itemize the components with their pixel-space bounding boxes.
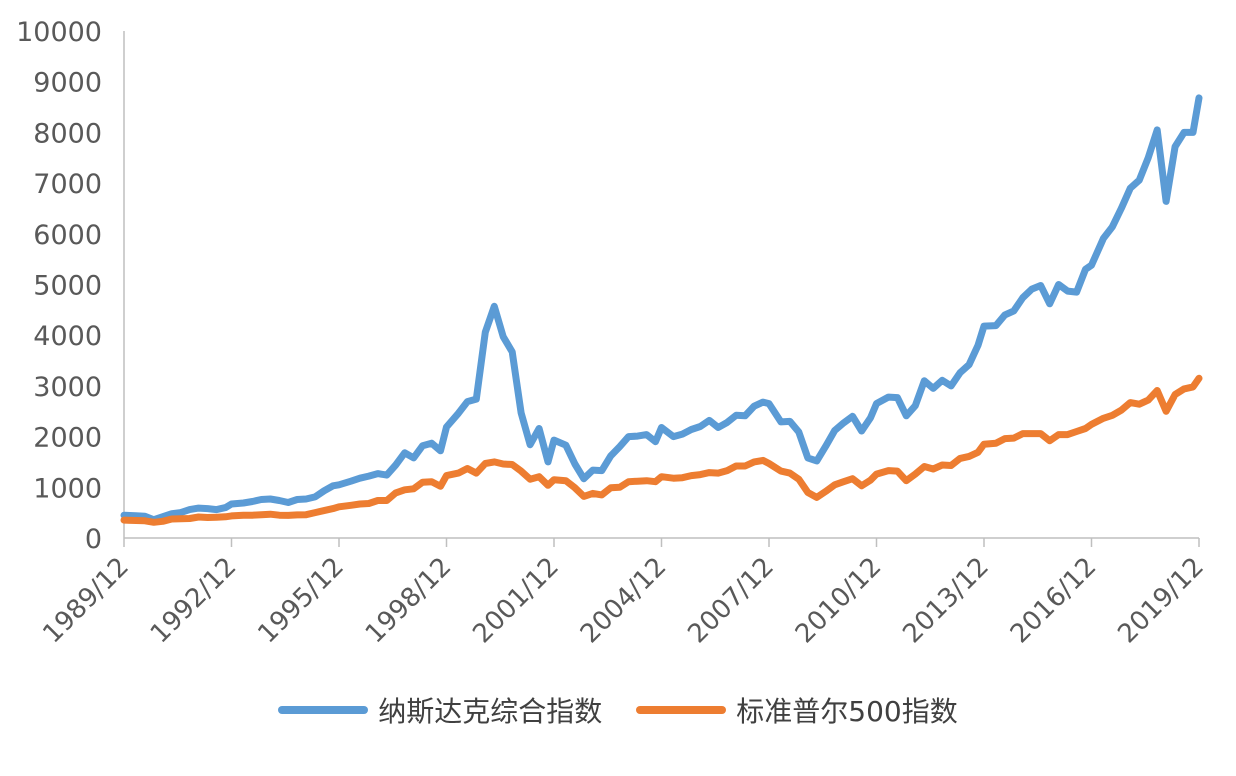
- legend-item-sp500[interactable]: 标准普尔500指数: [636, 690, 958, 730]
- series-lines: [120, 94, 1203, 526]
- series-line-sp500: [120, 374, 1203, 526]
- x-tick-label: 1998/12: [360, 552, 458, 650]
- x-tick-label: 1992/12: [145, 552, 243, 650]
- y-tick-label: 8000: [33, 118, 102, 149]
- series-line-nasdaq: [120, 94, 1203, 524]
- x-tick-label: 2016/12: [1005, 552, 1103, 650]
- x-tick-label: 2004/12: [575, 552, 673, 650]
- y-tick-label: 3000: [33, 372, 102, 403]
- legend-label-sp500: 标准普尔500指数: [736, 695, 958, 728]
- legend-label-nasdaq: 纳斯达克综合指数: [378, 695, 603, 728]
- x-tick-label: 2013/12: [897, 552, 995, 650]
- y-tick-label: 9000: [33, 68, 102, 99]
- legend-item-nasdaq[interactable]: 纳斯达克综合指数: [278, 690, 602, 730]
- x-tick-label: 2001/12: [467, 552, 565, 650]
- y-tick-label: 5000: [33, 271, 102, 302]
- legend-swatch-sp500: [636, 706, 727, 714]
- x-tick-label: 2007/12: [682, 552, 780, 650]
- legend-swatch-nasdaq: [278, 706, 369, 714]
- y-tick-label: 4000: [33, 321, 102, 352]
- y-tick-label: 0: [85, 524, 102, 555]
- y-tick-label: 10000: [16, 17, 102, 48]
- x-tick-label: 1995/12: [252, 552, 350, 650]
- y-tick-label: 7000: [33, 169, 102, 200]
- legend: 纳斯达克综合指数 标准普尔500指数: [0, 690, 1236, 730]
- x-tick-label: 2010/12: [790, 552, 888, 650]
- x-tick-label: 2019/12: [1112, 552, 1210, 650]
- y-tick-label: 1000: [33, 473, 102, 504]
- axes: 0 1000 2000 3000 4000 5000 6000 7000 8000 9000 100…: [16, 17, 1210, 649]
- y-tick-label: 2000: [33, 423, 102, 454]
- y-tick-label: 6000: [33, 220, 102, 251]
- x-tick-label: 1989/12: [37, 552, 135, 650]
